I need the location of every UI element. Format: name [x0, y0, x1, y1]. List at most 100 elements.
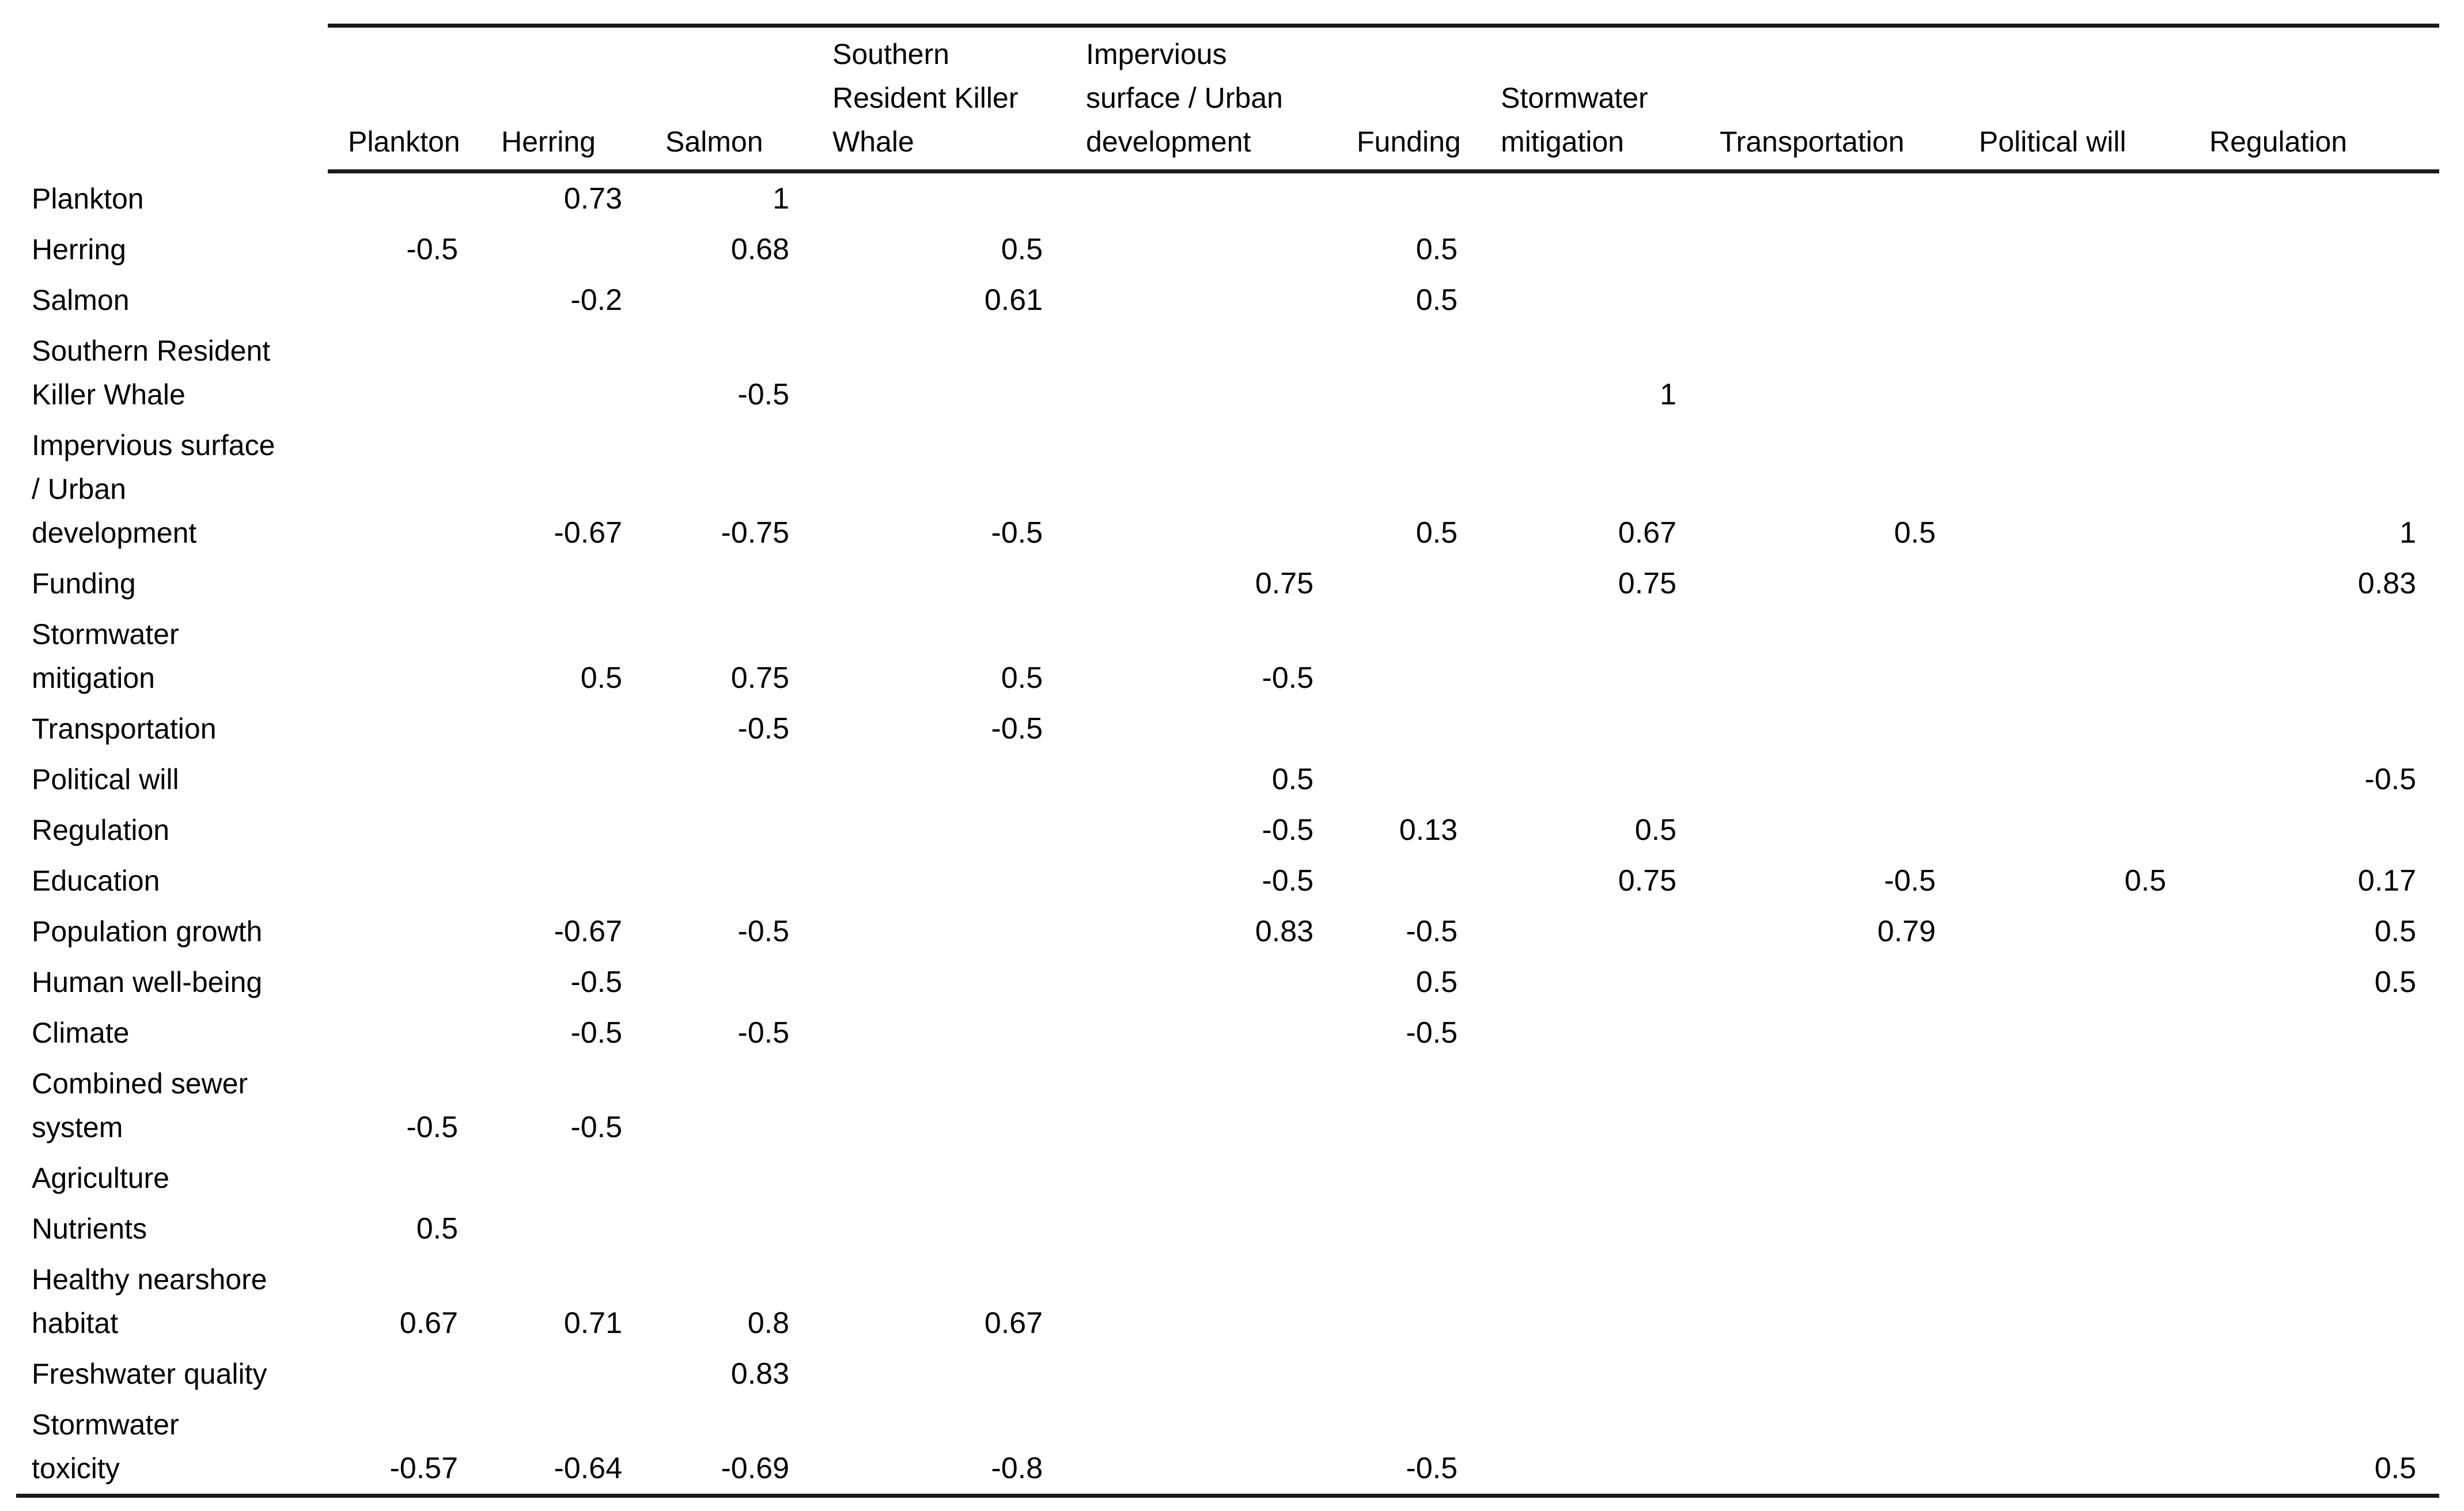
value-cell: -0.5 [1884, 864, 1936, 897]
table-container: Plankton Herring Salmon Southern Resident K… [16, 24, 2439, 1498]
empty-cell [1959, 1058, 2189, 1153]
empty-cell [2189, 172, 2439, 225]
empty-cell [328, 609, 481, 703]
empty-cell [2189, 703, 2439, 754]
value-cell: -0.5 [991, 712, 1043, 745]
empty-cell [481, 224, 645, 275]
column-header: Regulation [2189, 24, 2439, 173]
empty-cell [1066, 1058, 1337, 1153]
empty-cell [812, 906, 1066, 957]
empty-cell [812, 325, 1066, 420]
table-row: Political will 0.5 -0.5 [16, 754, 2439, 805]
value-cell: 0.73 [563, 182, 622, 215]
table-row: Salmon -0.2 0.61 0.5 [16, 275, 2439, 325]
empty-cell [2189, 1153, 2439, 1203]
value-cell: 0.5 [1415, 233, 1458, 266]
empty-cell [328, 1008, 481, 1058]
empty-cell [812, 172, 1066, 225]
empty-cell [1337, 1153, 1481, 1203]
empty-cell [1066, 325, 1337, 420]
value-cell: -0.5 [570, 965, 622, 999]
empty-cell [481, 1153, 645, 1203]
row-label: Southern Resident Killer Whale [32, 335, 271, 411]
value-cell: 0.75 [731, 661, 789, 695]
empty-cell [1337, 1058, 1481, 1153]
empty-cell [2189, 1349, 2439, 1399]
table-row: Funding 0.75 0.75 0.83 [16, 558, 2439, 609]
empty-cell [2189, 1058, 2439, 1153]
empty-cell [1481, 224, 1700, 275]
empty-cell [328, 805, 481, 855]
value-cell: 0.67 [984, 1306, 1043, 1340]
value-cell: -0.69 [645, 1399, 812, 1498]
empty-cell [812, 754, 1066, 805]
value-cell: 0.71 [563, 1306, 622, 1340]
empty-cell [1481, 1153, 1700, 1203]
empty-cell [1959, 1203, 2189, 1254]
empty-cell [1481, 275, 1700, 325]
empty-cell [1959, 172, 2189, 225]
value-cell: 0.83 [731, 1357, 789, 1391]
empty-cell [1066, 1399, 1337, 1498]
table-row: Herring -0.5 0.68 0.5 0.5 [16, 224, 2439, 275]
row-label: Population growth [32, 915, 263, 948]
empty-cell [328, 275, 481, 325]
row-label: Climate [32, 1017, 130, 1049]
empty-cell [812, 957, 1066, 1008]
row-label: Agriculture [32, 1162, 169, 1194]
row-label: Plankton [32, 183, 144, 215]
empty-cell [2189, 805, 2439, 855]
value-cell: 0.5 [416, 1212, 458, 1245]
empty-cell [1959, 957, 2189, 1008]
empty-cell [645, 957, 812, 1008]
row-label: Freshwater quality [32, 1358, 267, 1390]
row-label: Herring [32, 233, 126, 266]
empty-cell [1700, 1399, 1959, 1498]
table-row: Stormwater toxicity -0.57 -0.64 -0.69 -0.8 -0… [16, 1399, 2439, 1498]
table-row: Regulation -0.5 0.13 0.5 [16, 805, 2439, 855]
row-label: Salmon [32, 284, 130, 316]
empty-cell [2189, 224, 2439, 275]
value-cell: 0.5 [1001, 233, 1043, 266]
empty-cell [1481, 172, 1700, 225]
empty-cell [812, 1153, 1066, 1203]
empty-cell [1481, 1008, 1700, 1058]
row-label: Healthy nearshore habitat [32, 1263, 267, 1339]
empty-cell [812, 1203, 1066, 1254]
value-cell: -0.5 [570, 1111, 622, 1144]
value-cell: -0.67 [554, 915, 622, 948]
empty-cell [1066, 420, 1337, 558]
value-cell: -0.67 [554, 516, 622, 550]
empty-cell [645, 1058, 812, 1153]
row-label: Nutrients [32, 1213, 147, 1245]
empty-cell [1700, 754, 1959, 805]
row-label: Funding [32, 567, 136, 600]
value-cell: 0.8 [747, 1306, 789, 1340]
empty-cell [1700, 1349, 1959, 1399]
empty-cell [812, 1349, 1066, 1399]
empty-cell [1959, 906, 2189, 957]
value-cell: 0.13 [1399, 813, 1458, 847]
row-label: Transportation [32, 713, 217, 745]
empty-cell [1337, 172, 1481, 225]
value-cell: -0.5 [1262, 813, 1314, 847]
value-cell: 0.83 [2357, 567, 2416, 600]
empty-cell [1066, 1203, 1337, 1254]
value-cell: -0.5 [991, 516, 1043, 550]
empty-cell [328, 754, 481, 805]
empty-cell [645, 558, 812, 609]
empty-cell [645, 805, 812, 855]
empty-cell [2189, 325, 2439, 420]
empty-cell [1959, 609, 2189, 703]
empty-cell [812, 1008, 1066, 1058]
value-cell: 0.5 [1415, 516, 1458, 550]
empty-cell [1066, 224, 1337, 275]
empty-cell [328, 172, 481, 225]
empty-cell [328, 1153, 481, 1203]
table-row: Agriculture [16, 1153, 2439, 1203]
correlation-table: Plankton Herring Salmon Southern Resident K… [16, 24, 2439, 1498]
value-cell: -0.5 [1262, 661, 1314, 695]
value-cell: -0.75 [721, 516, 789, 550]
empty-cell [645, 754, 812, 805]
empty-cell [1337, 325, 1481, 420]
